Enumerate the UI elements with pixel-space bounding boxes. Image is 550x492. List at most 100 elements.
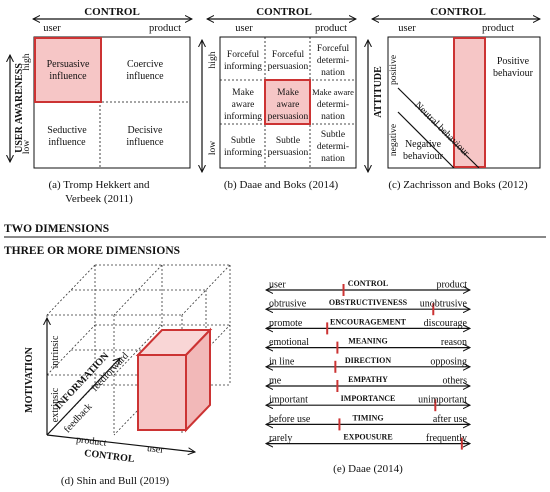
user-awareness-label: USER AWARENESS [14, 63, 25, 153]
product-highlight [453, 37, 486, 168]
user-label: user [398, 23, 416, 34]
cell-text: Subtle [321, 130, 345, 140]
attitude-label: ATTITUDE [373, 66, 384, 118]
scale-right-label: reason [441, 337, 467, 348]
cell-text: Persuasive [47, 59, 90, 70]
control-label: CONTROL [256, 6, 312, 18]
cell-text: nation [321, 154, 345, 164]
cell-text: Forceful [272, 49, 305, 60]
product-label: product [149, 23, 181, 34]
cell-text: informing [224, 111, 262, 122]
user-label: user [235, 23, 253, 34]
panel-d: MOTIVATION extrinsic intrinsic INFORMATI… [24, 264, 231, 487]
control-axis [46, 434, 195, 452]
scale-left-label: rarely [269, 433, 292, 444]
section-two-dimensions: TWO DIMENSIONS [4, 223, 109, 235]
cell-text: Subtle [231, 136, 255, 146]
control-label: CONTROL [84, 448, 136, 465]
scale-title: EXPOUSURE [343, 433, 392, 442]
cell-text: Make aware [312, 87, 354, 97]
low-label: low [208, 141, 218, 155]
scale-left-label: emotional [269, 337, 309, 348]
scale-right-label: others [443, 376, 468, 387]
user-label: user [43, 23, 61, 34]
cell-text: persuasion [268, 62, 309, 72]
scale-right-label: discourage [424, 318, 468, 329]
high-label: high [22, 53, 32, 70]
cell-text: Decisive [128, 125, 164, 136]
control-label: CONTROL [84, 6, 140, 18]
intrinsic-label: intrinsic [50, 335, 61, 368]
cell-text: Make [232, 88, 254, 98]
cell-text: Seductive [47, 125, 87, 136]
extrinsic-label: extrinsic [50, 387, 61, 422]
cell-text: Forceful [317, 43, 350, 54]
cell-text: nation [321, 112, 345, 122]
cell-text: informing [224, 61, 262, 72]
scale-left-label: in line [269, 356, 295, 367]
positive-label: positive [389, 55, 399, 85]
cell-text: determi- [317, 56, 349, 66]
cell-text: determi- [317, 142, 349, 152]
persuasive-highlight [34, 37, 102, 103]
scale-title: CONTROL [348, 279, 388, 288]
scale-title: MEANING [348, 337, 388, 346]
product-label: product [315, 23, 347, 34]
positive-behaviour: behaviour [493, 68, 534, 79]
caption-a: Verbeek (2011) [65, 193, 133, 205]
grid-frame [219, 36, 357, 169]
highlighted-cube [135, 327, 213, 433]
make-aware-highlight [264, 79, 311, 125]
caption-b: (b) Daae and Boks (2014) [224, 179, 339, 191]
feedback-label: feedback [62, 401, 95, 435]
caption-a: (a) Tromp Hekkert and [48, 179, 150, 191]
user-label: user [146, 443, 165, 456]
negative-behaviour: behaviour [403, 151, 444, 162]
motivation-label: MOTIVATION [24, 346, 35, 413]
low-label: low [22, 140, 32, 154]
caption-c: (c) Zachrisson and Boks (2012) [388, 179, 528, 191]
product-label: product [75, 434, 107, 449]
cell-text: Coercive [127, 59, 164, 70]
high-label: high [208, 51, 218, 68]
positive-behaviour: Positive [497, 56, 530, 67]
cell-text: nation [321, 68, 345, 78]
cell-text: Forceful [227, 49, 260, 60]
product-label: product [482, 23, 514, 34]
cell-text: influence [49, 71, 87, 82]
information-axis [46, 358, 120, 436]
cell-text: influence [126, 71, 164, 82]
cell-text: informing [224, 147, 262, 158]
scale-title: DIRECTION [345, 356, 391, 365]
negative-label: negative [389, 124, 399, 156]
scale-left-label: me [269, 376, 282, 387]
scale-right-label: after use [433, 414, 468, 425]
cell-text: influence [48, 137, 86, 148]
panel-c: CONTROL user product ATTITUDE positive n… [368, 6, 540, 191]
scale-title: ENCOURAGEMENT [330, 317, 407, 326]
scale-left-label: user [269, 280, 286, 291]
caption-e: (e) Daae (2014) [333, 463, 403, 475]
cell-text: influence [126, 137, 164, 148]
control-label: CONTROL [430, 6, 486, 18]
scale-right-label: opposing [430, 356, 467, 367]
scale-left-label: promote [269, 318, 303, 329]
scale-right-label: unimportant [418, 395, 467, 406]
cell-text: persuasion [268, 148, 309, 158]
scale-left-label: important [269, 395, 308, 406]
panel-e: CONTROL user product OBSTRUCTIVENESS obtrusi… [266, 279, 470, 450]
scale-left-label: obtrusive [269, 299, 307, 310]
scale-title: IMPORTANCE [341, 394, 396, 403]
scale-right-label: product [436, 280, 467, 291]
scale-right-label: frequently [426, 433, 467, 444]
panel-b: CONTROL user product high low Forceful i… [202, 6, 356, 191]
scale-title: EMPATHY [348, 375, 388, 384]
cell-text: Make [277, 88, 299, 98]
scale-title: OBSTRUCTIVENESS [329, 298, 408, 307]
caption-d: (d) Shin and Bull (2019) [61, 475, 169, 487]
scale-left-label: before use [269, 414, 311, 425]
scale-title: TIMING [352, 413, 383, 422]
cell-text: aware [277, 100, 300, 110]
scale-right-label: unobtrusive [420, 299, 468, 310]
